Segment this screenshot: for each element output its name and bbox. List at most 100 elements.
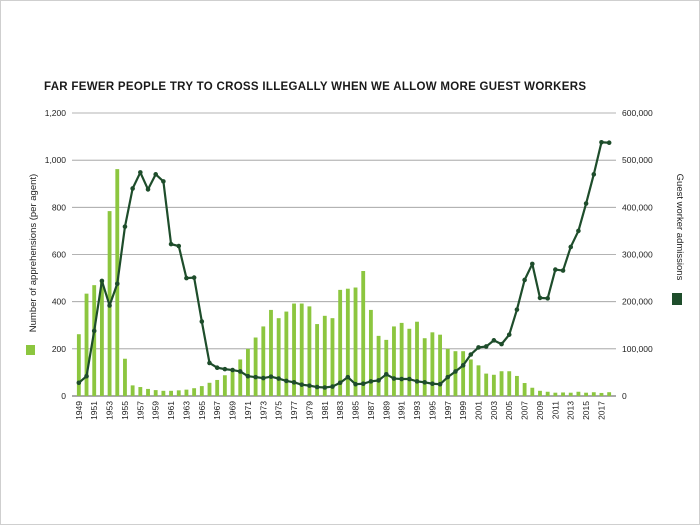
x-tick-label: 1993 xyxy=(412,401,422,420)
bar xyxy=(269,309,273,396)
right-axis-ticks: 0 100,000 200,000 300,000 400,000 500,000 600,… xyxy=(622,108,653,401)
line-point xyxy=(322,385,328,390)
x-tick-label: 1971 xyxy=(243,401,253,420)
x-tick-label: 2013 xyxy=(566,401,576,420)
bar xyxy=(476,365,481,396)
bar xyxy=(130,385,135,396)
line-point xyxy=(460,363,466,368)
bar xyxy=(238,359,243,396)
line-point xyxy=(330,384,335,389)
bar xyxy=(92,285,97,396)
line-point xyxy=(122,224,128,229)
legend-swatch-guest-workers xyxy=(672,293,682,305)
bar xyxy=(169,390,173,396)
line-point xyxy=(407,376,412,382)
x-tick-label: 1987 xyxy=(366,401,376,420)
line-point xyxy=(583,201,589,206)
bar xyxy=(507,371,512,396)
bar xyxy=(338,289,343,396)
line-point xyxy=(483,344,489,349)
bar xyxy=(276,318,281,396)
line-point xyxy=(84,373,89,379)
bar xyxy=(192,388,197,396)
line-point xyxy=(230,367,235,373)
bar xyxy=(84,293,89,396)
bar xyxy=(138,387,143,396)
line-point xyxy=(522,277,527,283)
x-tick-label: 1965 xyxy=(197,401,207,420)
bar xyxy=(361,271,366,396)
x-tick-label: 1953 xyxy=(105,401,115,420)
x-tick-label: 2001 xyxy=(474,401,484,420)
chart-title: FAR FEWER PEOPLE TRY TO CROSS ILLEGALLY … xyxy=(44,81,587,93)
line-point xyxy=(222,366,228,372)
line-point xyxy=(130,186,135,191)
bar xyxy=(568,392,573,396)
bar xyxy=(307,306,312,396)
bar xyxy=(345,288,350,396)
bar xyxy=(599,392,604,396)
line-point xyxy=(161,179,166,184)
right-tick-label: 600,000 xyxy=(622,108,653,118)
line-point xyxy=(276,376,281,381)
left-tick-label: 400 xyxy=(52,297,66,307)
x-tick-label: 1997 xyxy=(443,401,453,420)
bar xyxy=(146,388,150,396)
bar xyxy=(284,311,289,396)
left-axis-ticks: 0 200 400 600 800 1,000 1,200 xyxy=(45,108,67,401)
x-tick-label: 1977 xyxy=(289,401,299,420)
x-tick-label: 2009 xyxy=(535,401,545,420)
bar xyxy=(153,390,158,396)
bar xyxy=(530,387,535,396)
line-point xyxy=(453,369,458,374)
x-tick-label: 1991 xyxy=(397,401,407,420)
line-point xyxy=(560,268,566,273)
line-point xyxy=(299,382,305,387)
bar xyxy=(230,368,235,396)
left-tick-label: 0 xyxy=(61,391,66,401)
bar xyxy=(399,322,404,396)
left-tick-label: 600 xyxy=(52,250,66,260)
bar xyxy=(461,351,466,396)
gridlines xyxy=(72,112,616,397)
line-point xyxy=(153,172,158,177)
line-point xyxy=(237,369,243,374)
x-tick-label: 2007 xyxy=(520,401,530,420)
x-tick-label: 1957 xyxy=(135,401,145,420)
line-point xyxy=(391,376,397,381)
bar xyxy=(607,392,612,396)
bar xyxy=(76,334,81,396)
x-tick-label: 2003 xyxy=(489,401,499,420)
x-tick-label: 1979 xyxy=(304,401,314,420)
line-point xyxy=(437,381,443,387)
bar xyxy=(484,373,489,396)
line-point xyxy=(345,374,351,380)
bar xyxy=(422,338,427,396)
bar xyxy=(415,321,419,396)
line-point xyxy=(383,372,389,377)
x-tick-label: 1981 xyxy=(320,401,330,420)
bar xyxy=(199,386,204,396)
bar xyxy=(368,309,373,396)
bar xyxy=(353,287,358,396)
x-tick-label: 2015 xyxy=(581,401,591,420)
bar xyxy=(376,335,381,396)
x-tick-label: 1999 xyxy=(458,401,468,420)
bar xyxy=(545,391,550,396)
line-point xyxy=(360,381,366,387)
x-tick-label: 2011 xyxy=(550,401,560,420)
bar xyxy=(438,334,442,396)
bar xyxy=(315,324,320,396)
line-point xyxy=(307,383,312,388)
line-point xyxy=(530,261,535,267)
line-point xyxy=(76,380,82,386)
line-point xyxy=(91,328,97,334)
bar xyxy=(392,326,396,396)
right-tick-label: 500,000 xyxy=(622,155,653,165)
line-point xyxy=(245,373,251,379)
line-series xyxy=(76,139,612,390)
bar xyxy=(207,382,212,396)
bar xyxy=(491,374,496,396)
line-point xyxy=(576,228,581,234)
line-point xyxy=(606,140,612,146)
